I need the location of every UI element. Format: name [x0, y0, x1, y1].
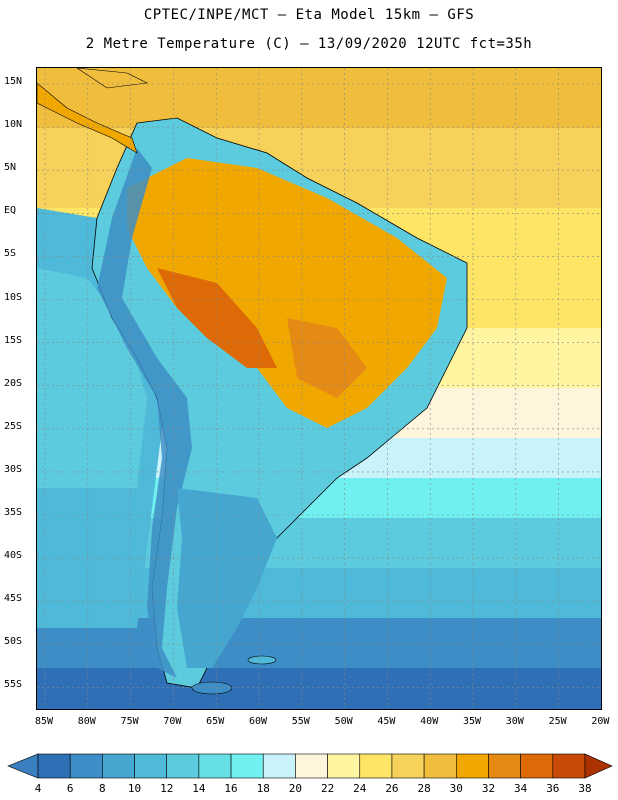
colorbar-segment — [423, 753, 457, 779]
lat-label: 45S — [4, 593, 23, 605]
colorbar-segment — [102, 753, 135, 779]
hot-interior-region — [127, 158, 447, 428]
lon-label: 30W — [505, 716, 524, 727]
lat-label: 55S — [4, 679, 23, 691]
colorbar-segment — [295, 753, 328, 779]
colorbar-segment — [455, 753, 489, 779]
colorbar-segment — [166, 753, 200, 779]
lat-label: 40S — [4, 550, 23, 562]
lon-label: 80W — [77, 716, 96, 727]
lon-label: 55W — [291, 716, 310, 727]
lat-label: 20S — [4, 377, 23, 389]
colorbar-min-arrow — [7, 753, 39, 779]
colorbar-segment — [134, 753, 168, 779]
lon-label: 40W — [420, 716, 439, 727]
colorbar-tick-label: 30 — [449, 782, 463, 795]
ocean-band-6 — [37, 668, 601, 709]
colorbar-tick-label: 26 — [385, 782, 399, 795]
colorbar-segment — [37, 753, 71, 779]
colorbar-tick-label: 10 — [127, 782, 142, 795]
central-america — [37, 82, 138, 154]
caribbean-island — [76, 68, 149, 89]
temperature-colorbar — [7, 753, 613, 779]
colorbar-segment — [488, 753, 521, 779]
andes-cold-spine — [97, 148, 192, 678]
lat-label: 5N — [4, 162, 17, 174]
colorbar-segment — [391, 753, 425, 779]
map-title-line-1: CPTEC/INPE/MCT – Eta Model 15km – GFS — [143, 7, 475, 23]
lon-label: 20W — [591, 716, 610, 727]
colorbar-segment — [327, 753, 361, 779]
colorbar-tick-label: 38 — [578, 782, 592, 795]
colorbar-segment — [359, 753, 393, 779]
colorbar-tick-label: 14 — [192, 782, 206, 795]
map-title-line-2: 2 Metre Temperature (C) – 13/09/2020 12U… — [85, 36, 533, 52]
lon-label: 65W — [206, 716, 225, 727]
colorbar-tick-label: 12 — [160, 782, 174, 795]
lat-label: EQ — [4, 205, 17, 217]
lat-label: 50S — [4, 636, 23, 648]
lat-label: 30S — [4, 463, 23, 475]
colorbar-tick-label: 4 — [34, 782, 42, 795]
colorbar-tick-label: 8 — [99, 782, 106, 795]
lon-label: 70W — [163, 716, 182, 727]
patagonia-region — [177, 488, 277, 668]
lon-label: 35W — [462, 716, 482, 727]
map-canvas — [37, 68, 601, 709]
temperature-map — [36, 67, 602, 710]
colorbar-segment — [230, 753, 264, 779]
tierra-del-fuego — [191, 681, 233, 695]
colorbar-max-arrow — [584, 753, 613, 779]
hot-central-region — [287, 318, 367, 398]
lat-label: 35S — [4, 507, 23, 518]
lat-label: 15S — [4, 334, 23, 346]
colorbar-tick-label: 22 — [320, 782, 335, 795]
lon-label: 25W — [548, 716, 567, 727]
colorbar-segment — [520, 753, 554, 779]
colorbar-tick-label: 20 — [288, 782, 303, 795]
lat-label: 5S — [4, 248, 17, 260]
colorbar-segment — [262, 753, 296, 779]
graticule — [37, 68, 601, 709]
colorbar-segment — [552, 753, 586, 779]
very-hot-region — [157, 268, 277, 368]
lat-label: 25S — [4, 420, 23, 432]
colorbar-segment — [198, 753, 232, 779]
colorbar-segment — [69, 753, 103, 779]
lat-label: 10N — [4, 119, 23, 131]
lon-label: 50W — [334, 716, 353, 727]
lon-label: 45W — [377, 716, 396, 727]
colorbar-tick-label: 32 — [481, 782, 496, 795]
lat-label: 10S — [4, 291, 23, 303]
colorbar-tick-label: 28 — [417, 782, 431, 795]
colorbar-tick-label: 16 — [224, 782, 238, 795]
lon-label: 60W — [248, 716, 268, 727]
colorbar-tick-label: 18 — [256, 782, 270, 795]
lat-label: 15N — [4, 76, 23, 87]
colorbar-tick-label: 36 — [546, 782, 560, 795]
colorbar-tick-label: 24 — [353, 782, 367, 795]
colorbar-tick-label: 34 — [514, 782, 528, 795]
lon-label: 75W — [120, 716, 139, 727]
lon-label: 85W — [34, 716, 54, 727]
colorbar-tick-label: 6 — [66, 782, 74, 795]
falkland-islands — [247, 655, 277, 665]
